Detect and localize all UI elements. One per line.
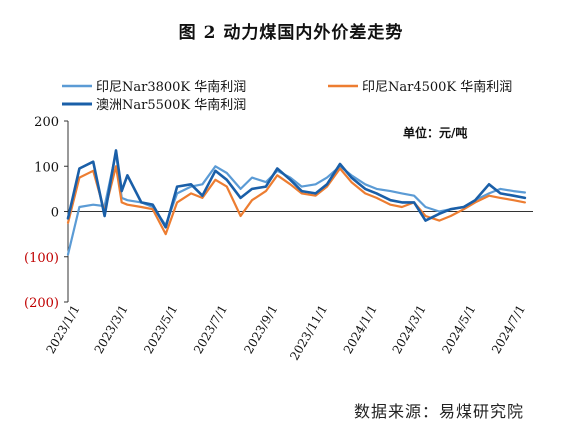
legend-label: 印尼Nar3800K 华南利润 xyxy=(96,79,246,95)
x-tick-label: 2024/1/1 xyxy=(341,303,380,357)
series-line-1 xyxy=(66,151,527,256)
x-tick-label: 2023/11/1 xyxy=(287,303,330,363)
x-tick-label: 2023/3/1 xyxy=(92,303,131,357)
x-tick-label: 2024/7/1 xyxy=(489,303,528,357)
unit-label: 单位：元/吨 xyxy=(403,125,467,140)
y-tick-label: (200) xyxy=(24,296,59,311)
y-tick-label: (100) xyxy=(24,251,59,266)
legend-label: 印尼Nar4500K 华南利润 xyxy=(362,79,512,95)
chart-lines xyxy=(66,149,527,256)
x-tick-label: 2024/5/1 xyxy=(439,302,478,356)
x-tick-label: 2023/9/1 xyxy=(241,303,280,357)
x-tick-label: 2023/7/1 xyxy=(191,303,230,357)
y-tick-label: 100 xyxy=(34,160,59,175)
x-tick-label: 2024/3/1 xyxy=(390,303,429,357)
y-tick-label: 200 xyxy=(34,115,59,130)
series-line-3 xyxy=(66,149,527,229)
legend-label: 澳洲Nar5500K 华南利润 xyxy=(96,97,246,113)
chart-legend: 印尼Nar3800K 华南利润 印尼Nar4500K 华南利润澳洲Nar5500K… xyxy=(62,79,512,113)
y-tick-label: 0 xyxy=(51,206,59,221)
x-tick-label: 2023/5/1 xyxy=(141,303,180,357)
series-line-2 xyxy=(66,165,527,236)
data-source: 数据来源：易煤研究院 xyxy=(353,402,524,421)
chart-title: 图 2 动力煤国内外价差走势 xyxy=(178,23,404,43)
